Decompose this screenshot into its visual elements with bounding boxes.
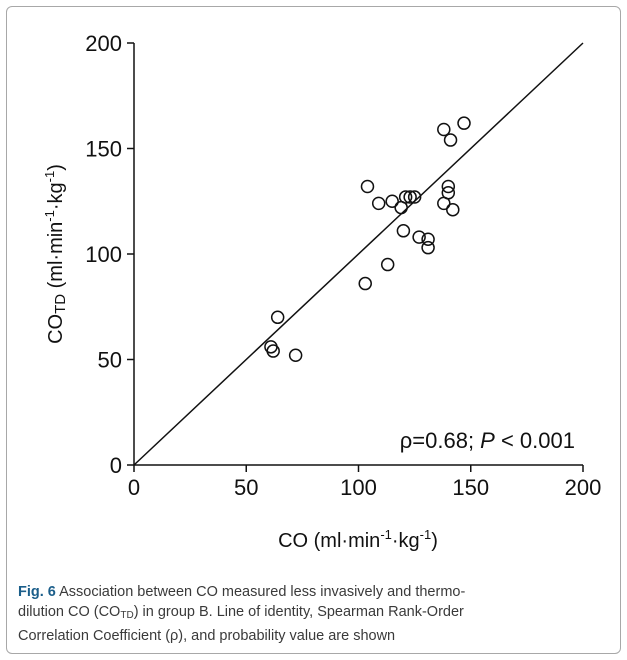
data-point bbox=[441, 186, 456, 200]
data-point bbox=[412, 230, 426, 244]
caption-line-1: Association between CO measured less inv… bbox=[55, 584, 466, 600]
correlation-annotation: ρ=0.68; P < 0.001 bbox=[400, 428, 575, 453]
x-tick-label: 50 bbox=[234, 475, 258, 500]
data-point bbox=[266, 344, 280, 358]
y-tick-label: 50 bbox=[98, 348, 122, 373]
y-axis-label: COTD (ml·min-1·kg-1) bbox=[42, 164, 69, 344]
y-tick-label: 0 bbox=[110, 453, 122, 478]
data-point bbox=[446, 202, 460, 217]
caption-line-3: Correlation Coefficient (ρ), and probabi… bbox=[18, 628, 396, 644]
data-point bbox=[403, 190, 417, 204]
data-point bbox=[398, 190, 413, 204]
figure-caption: Fig. 6 Association between CO measured l… bbox=[18, 582, 608, 646]
scatter-chart: 0 50 100 150 200 0 50 100 150 200 CO (ml·min-1·kg… bbox=[42, 31, 601, 552]
data-point bbox=[441, 179, 456, 194]
y-tick-label: 150 bbox=[85, 137, 122, 162]
axis-ticks: 0 50 100 150 200 0 50 100 150 200 bbox=[85, 31, 601, 500]
data-point bbox=[396, 224, 411, 238]
figure-label: Fig. 6 bbox=[18, 584, 56, 600]
data-point bbox=[421, 232, 435, 246]
caption-line-2: dilution CO (CO bbox=[18, 604, 121, 620]
data-point bbox=[360, 179, 375, 194]
x-tick-label: 0 bbox=[128, 475, 140, 500]
identity-line bbox=[133, 42, 584, 466]
data-point bbox=[288, 348, 303, 363]
data-point bbox=[443, 133, 458, 147]
x-tick-label: 100 bbox=[340, 475, 377, 500]
data-point bbox=[358, 276, 372, 291]
data-point bbox=[437, 122, 451, 137]
data-points bbox=[264, 116, 471, 363]
x-tick-label: 150 bbox=[452, 475, 489, 500]
figure-frame bbox=[6, 6, 621, 654]
data-point bbox=[385, 194, 399, 208]
y-tick-label: 200 bbox=[85, 31, 122, 56]
data-point bbox=[270, 310, 285, 325]
x-tick-label: 200 bbox=[565, 475, 602, 500]
data-point bbox=[407, 190, 422, 204]
y-tick-label: 100 bbox=[85, 242, 122, 267]
data-point bbox=[457, 116, 471, 130]
x-axis-label: CO (ml·min-1·kg-1) bbox=[278, 527, 438, 552]
caption-subscript: TD bbox=[120, 610, 134, 621]
data-point bbox=[371, 196, 386, 211]
caption-line-2-end: ) in group B. Line of identity, Spearman… bbox=[133, 604, 464, 620]
data-point bbox=[421, 240, 435, 255]
data-point bbox=[380, 257, 395, 272]
